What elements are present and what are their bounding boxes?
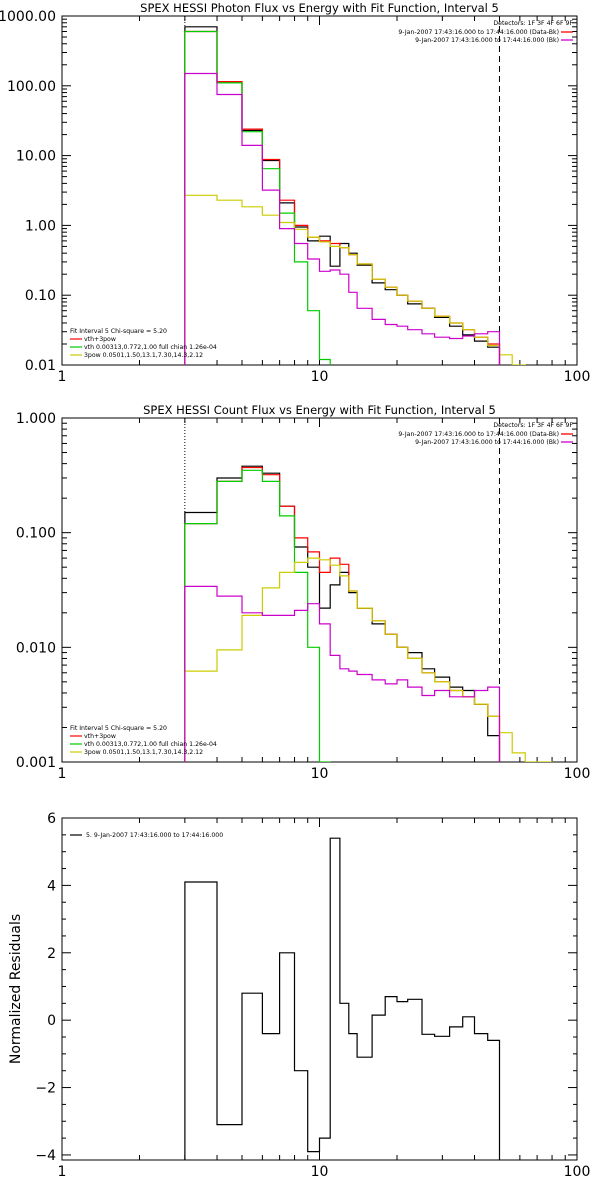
x-tick-label: 10 (311, 766, 329, 782)
series-residuals-line (184, 837, 501, 1160)
y-tick-label: 1.00 (25, 218, 56, 234)
y-tick-label: 4 (47, 878, 56, 894)
x-tick-label: 100 (564, 766, 591, 782)
series-data-line (184, 465, 501, 762)
legend-time-entry: 9-Jan-2007 17:43:16.000 to 17:44:16.000 … (415, 37, 559, 44)
y-tick-label: 6 (47, 811, 56, 827)
x-tick-label: 100 (564, 1164, 591, 1180)
y-axis-label: Normalized Residuals (8, 914, 24, 1064)
y-tick-label: 100.00 (7, 79, 56, 95)
x-tick-label: 10 (311, 1164, 329, 1180)
y-tick-label: 0.100 (16, 526, 56, 542)
x-tick-label: 100 (564, 369, 591, 385)
series-fit-line (184, 466, 501, 762)
chart-panel-2: SPEX HESSI Count Flux vs Energy with Fit… (16, 403, 590, 782)
legend-fit-header: Fit Interval 5 Chi-square = 5.20 (70, 725, 167, 732)
y-tick-label: 0.001 (16, 755, 56, 771)
series-pow-line (184, 557, 553, 762)
legend-fit-header: Fit Interval 5 Chi-square = 5.20 (70, 328, 167, 335)
y-tick-label: 0.010 (16, 640, 56, 656)
legend-fit-entry: 3pow 0.0501,1.50,13.1,7.30,14.3,2.12 (84, 749, 203, 756)
legend-residual-entry: 5. 9-Jan-2007 17:43:16.000 to 17:44:16.0… (86, 832, 223, 839)
legend-detectors-label: Detectors: 1F 3F 4F 6F 9F (493, 422, 573, 429)
y-tick-label: 0.10 (25, 288, 56, 304)
legend-fit-entry: vth 0.00313,0.772,1.00 full chian 1.26e-… (84, 741, 217, 748)
legend-time-entry: 9-Jan-2007 17:43:16.000 to 17:44:16.000 … (398, 29, 559, 36)
legend-fit-entry: vth+3pow (84, 733, 116, 740)
legend-fit-entry: vth+3pow (84, 336, 116, 343)
chart-title: SPEX HESSI Photon Flux vs Energy with Fi… (140, 1, 499, 15)
y-tick-label: −4 (35, 1148, 56, 1164)
x-tick-label: 1 (58, 766, 67, 782)
series-vth-line (184, 30, 331, 365)
x-tick-label: 1 (58, 369, 67, 385)
series-group (184, 26, 526, 365)
y-tick-label: 0 (47, 1013, 56, 1029)
x-tick-label: 10 (311, 369, 329, 385)
y-tick-label: 1000.00 (0, 9, 56, 25)
series-group (184, 465, 553, 762)
chart-title: SPEX HESSI Count Flux vs Energy with Fit… (143, 403, 496, 417)
chart-panel-3: 1 10 100 −4 −2 0 2 4 6 Normalized Residuals 5. 9-J… (8, 811, 590, 1180)
legend-fit-entry: vth 0.00313,0.772,1.00 full chian 1.26e-… (84, 344, 217, 351)
chart-panel-1: SPEX HESSI Photon Flux vs Energy with Fi… (0, 1, 590, 385)
y-tick-label: 0.01 (25, 358, 56, 374)
series-vth-line (184, 469, 331, 762)
legend-time-entry: 9-Jan-2007 17:43:16.000 to 17:44:16.000 … (415, 439, 559, 446)
legend-fit-entry: 3pow 0.0501,1.50,13.1,7.30,14.3,2.12 (84, 352, 203, 359)
series-bk-line (184, 585, 501, 762)
legend-detectors-label: Detectors: 1F 3F 4F 6F 9F (493, 20, 573, 27)
legend-time-entry: 9-Jan-2007 17:43:16.000 to 17:44:16.000 … (398, 431, 559, 438)
y-tick-label: 10.00 (16, 149, 56, 165)
series-fit-line (184, 30, 501, 365)
series-data-line (184, 26, 501, 365)
series-bk-line (184, 72, 501, 365)
y-tick-label: 1.000 (16, 411, 56, 427)
x-tick-label: 1 (58, 1164, 67, 1180)
y-tick-label: −2 (35, 1081, 56, 1097)
series-group (184, 837, 501, 1160)
y-tick-label: 2 (47, 946, 56, 962)
